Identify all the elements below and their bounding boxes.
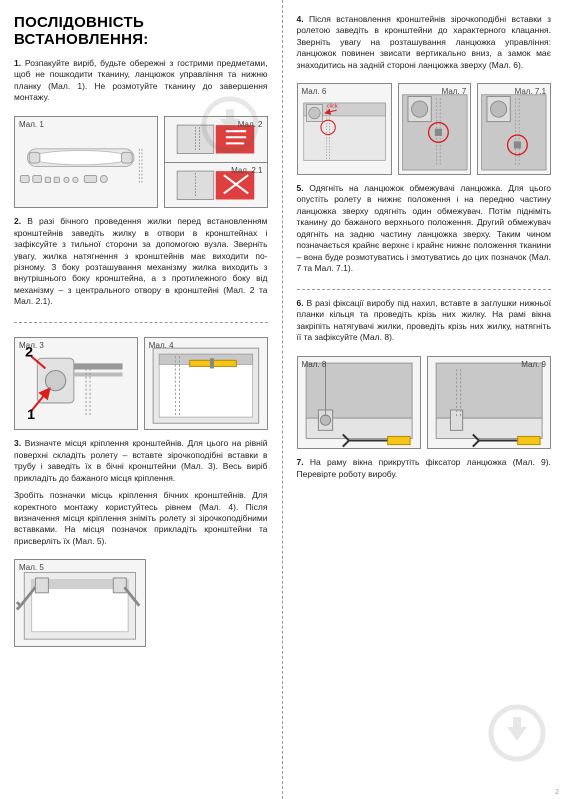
figure-label-1: Мал. 1 [19, 120, 44, 129]
step-text-4: Після встановлення кронштейнів зірочкопо… [297, 14, 552, 70]
paragraph-7: 7. На раму вікна прикрутіть фіксатор лан… [297, 457, 552, 480]
paragraph-3a: 3. Визначте місця кріплення кронштейнів.… [14, 438, 268, 484]
divider-1 [14, 322, 268, 323]
figure-8: Мал. 8 [297, 356, 421, 450]
paragraph-4: 4. Після встановлення кронштейнів зірочк… [297, 14, 552, 71]
step-number-2: 2. [14, 216, 21, 226]
figure-label-7: Мал. 7 [442, 87, 467, 96]
svg-text:1: 1 [27, 407, 35, 423]
step-text-6: В разі фіксації виробу під нахил, вставт… [297, 298, 552, 342]
click-label: click [326, 104, 337, 110]
figure-row-3: Мал. 5 [14, 559, 268, 647]
figure-label-5: Мал. 5 [19, 563, 44, 572]
step-text-5: Одягніть на ланцюжок обмежувачі ланцюжка… [297, 183, 552, 273]
figure-label-21: Мал. 2.1 [231, 166, 262, 175]
step-number-1: 1. [14, 58, 21, 68]
step-text-3a: Визначте місця кріплення кронштейнів. Дл… [14, 438, 268, 482]
page-number: 2 [555, 789, 559, 796]
step-text-1: Розпакуйте виріб, будьте обережні з гост… [14, 58, 268, 102]
paragraph-3b: Зробіть позначки місць кріплення бічних … [14, 490, 268, 547]
figure-label-3: Мал. 3 [19, 341, 44, 350]
figure-4: Мал. 4 [144, 337, 268, 430]
figure-7: Мал. 7 [398, 83, 472, 175]
figure-row-1: Мал. 1 [14, 116, 268, 208]
figure-label-71: Мал. 7.1 [515, 87, 546, 96]
figure-9: Мал. 9 [427, 356, 551, 450]
step-number-3: 3. [14, 438, 21, 448]
figure-label-4: Мал. 4 [149, 341, 174, 350]
figure-row-4: Мал. 6 click Мал. 7 [297, 83, 552, 175]
right-column: 4. Після встановлення кронштейнів зірочк… [283, 0, 565, 799]
figure-label-2: Мал. 2 [238, 120, 263, 129]
step-text-2: В разі бічного проведення жилки перед вс… [14, 216, 268, 306]
step-number-4: 4. [297, 14, 304, 24]
step-number-7: 7. [297, 457, 304, 467]
figure-label-6: Мал. 6 [302, 87, 327, 96]
paragraph-6: 6. В разі фіксації виробу під нахил, вст… [297, 298, 552, 344]
paragraph-2: 2. В разі бічного проведення жилки перед… [14, 216, 268, 308]
figure-6: Мал. 6 click [297, 83, 392, 175]
figure-71: Мал. 7.1 [477, 83, 551, 175]
divider-2 [297, 289, 552, 290]
figure-1: Мал. 1 [14, 116, 158, 208]
paragraph-5: 5. Одягніть на ланцюжок обмежувачі ланцю… [297, 183, 552, 275]
figure-2-stack: Мал. 2 Мал. 2.1 [164, 116, 267, 208]
figure-label-9: Мал. 9 [521, 360, 546, 369]
figure-5: Мал. 5 [14, 559, 146, 647]
left-column: ПОСЛІДОВНІСТЬ ВСТАНОВЛЕННЯ: 1. Розпакуйт… [0, 0, 283, 799]
page-title: ПОСЛІДОВНІСТЬ ВСТАНОВЛЕННЯ: [14, 14, 268, 48]
step-number-6: 6. [297, 298, 304, 308]
paragraph-1: 1. Розпакуйте виріб, будьте обережні з г… [14, 58, 268, 104]
step-number-5: 5. [297, 183, 304, 193]
figure-3: Мал. 3 1 2 [14, 337, 138, 430]
figure-row-2: Мал. 3 1 2 Мал. 4 [14, 337, 268, 430]
figure-label-8: Мал. 8 [302, 360, 327, 369]
step-text-7: На раму вікна прикрутіть фіксатор ланцюж… [297, 457, 551, 478]
figure-row-5: Мал. 8 Мал. 9 [297, 356, 552, 450]
